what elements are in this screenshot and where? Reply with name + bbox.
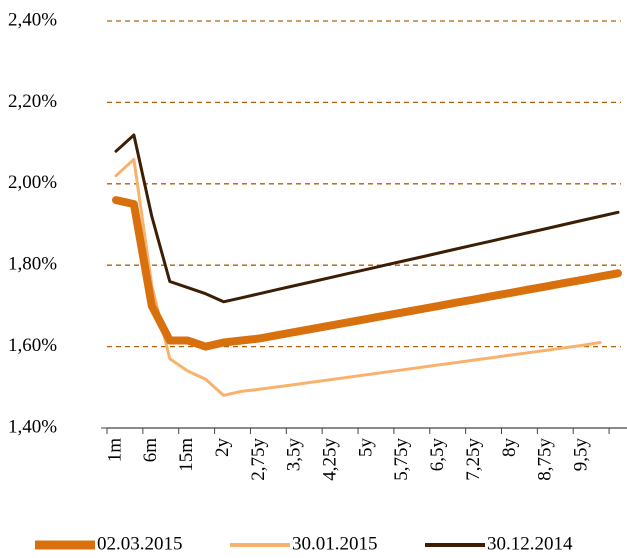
x-tick-label: 2y [212, 438, 233, 458]
y-tick-label: 1,60% [8, 335, 57, 356]
x-tick-label: 4,25y [319, 438, 340, 481]
x-tick-label: 5y [355, 438, 376, 458]
x-tick-label: 2,75y [248, 438, 269, 481]
x-tick-label: 3,5y [284, 438, 305, 472]
legend-label: 02.03.2015 [97, 533, 183, 554]
y-tick-label: 2,20% [8, 91, 57, 112]
x-tick-label: 9,5y [571, 438, 592, 472]
legend-label: 30.12.2014 [487, 533, 573, 554]
x-tick-label: 7,25y [463, 437, 484, 480]
y-tick-label: 2,00% [8, 172, 57, 193]
y-tick-label: 1,40% [8, 416, 57, 437]
series-line [112, 196, 622, 351]
x-tick-label: 1m [104, 438, 125, 463]
x-tick-label: 8,75y [535, 438, 556, 481]
x-tick-label: 6,5y [427, 438, 448, 472]
series-line [114, 157, 602, 397]
x-tick-label: 6m [140, 438, 161, 463]
series-line [114, 133, 620, 304]
x-tick-label: 8y [499, 437, 520, 457]
x-tick-label: 15m [176, 438, 197, 472]
legend-label: 30.01.2015 [292, 533, 378, 554]
x-tick-label: 5,75y [391, 438, 412, 481]
y-tick-label: 1,80% [8, 254, 57, 275]
y-tick-label: 2,40% [8, 9, 57, 30]
